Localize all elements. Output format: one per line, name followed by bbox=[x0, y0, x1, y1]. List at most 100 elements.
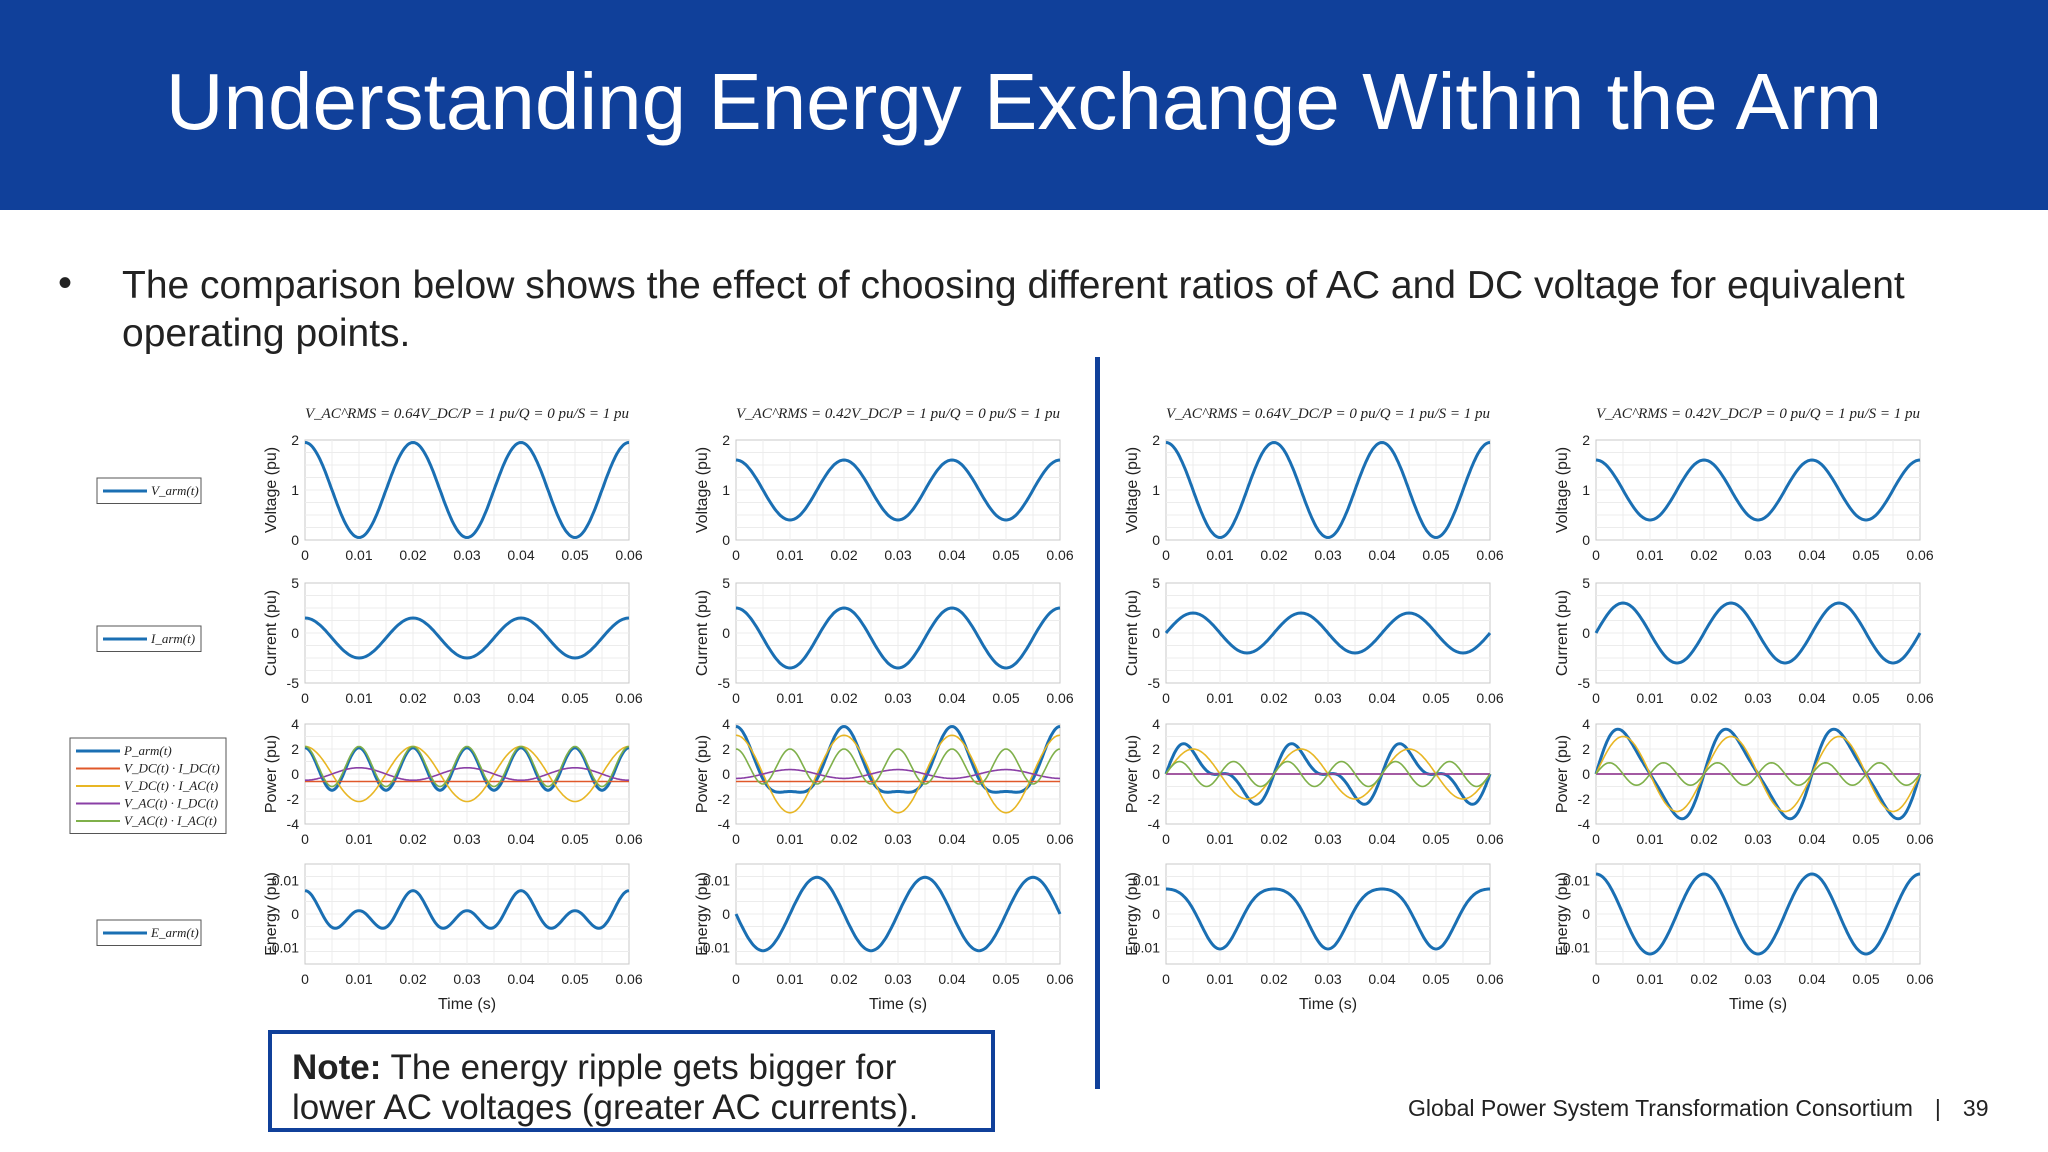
y-tick-label: -4 bbox=[287, 816, 300, 832]
y-tick-label: 2 bbox=[1152, 741, 1160, 757]
x-tick-label: 0.06 bbox=[1046, 831, 1073, 847]
x-tick-label: 0.04 bbox=[1798, 831, 1825, 847]
y-tick-label: -4 bbox=[1578, 816, 1591, 832]
x-tick-label: 0.02 bbox=[1690, 831, 1717, 847]
x-tick-label: 0.01 bbox=[1636, 971, 1663, 987]
x-tick-label: 0.04 bbox=[1368, 690, 1395, 706]
x-tick-label: 0.01 bbox=[776, 831, 803, 847]
bullet-marker: • bbox=[58, 261, 73, 305]
x-tick-label: 0 bbox=[732, 831, 740, 847]
x-tick-label: 0.02 bbox=[399, 690, 426, 706]
x-tick-label: 0.02 bbox=[830, 547, 857, 563]
x-tick-label: 0.06 bbox=[1906, 547, 1933, 563]
panel-energy: 0 0.01 0.02 0.03 0.04 0.05 0.06-0.0100.01Energ… bbox=[1124, 863, 1504, 987]
panel-energy: 0 0.01 0.02 0.03 0.04 0.05 0.06-0.0100.01Energ… bbox=[694, 863, 1074, 987]
series-line bbox=[1595, 458, 1921, 522]
x-tick-label: 0 bbox=[1592, 547, 1600, 563]
x-tick-label: 0.06 bbox=[1906, 690, 1933, 706]
y-tick-label: 0 bbox=[1152, 906, 1160, 922]
y-tick-label: 0 bbox=[1152, 766, 1160, 782]
title-banner bbox=[0, 0, 2048, 210]
chart-column-2: V_AC^RMS = 0.42V_DC/P = 1 pu/Q = 0 pu/S … bbox=[694, 406, 1074, 1013]
y-tick-label: -4 bbox=[1148, 816, 1161, 832]
x-tick-label: 0.02 bbox=[830, 690, 857, 706]
y-tick-label: -2 bbox=[287, 791, 300, 807]
y-tick-label: 0 bbox=[291, 532, 299, 548]
x-tick-label: 0.03 bbox=[884, 831, 911, 847]
x-tick-label: 0.04 bbox=[507, 831, 534, 847]
x-tick-label: 0.04 bbox=[1798, 690, 1825, 706]
x-tick-label: 0.01 bbox=[1636, 547, 1663, 563]
panel-power: 0 0.01 0.02 0.03 0.04 0.05 0.06 -4 -2 0 2 4 Power (p… bbox=[694, 716, 1074, 847]
series-line bbox=[304, 745, 630, 803]
x-tick-label: 0.01 bbox=[345, 971, 372, 987]
x-tick-label: 0 bbox=[1162, 547, 1170, 563]
page-number: 39 bbox=[1962, 1095, 1989, 1121]
y-tick-label: 4 bbox=[291, 716, 299, 732]
x-tick-label: 0.02 bbox=[1260, 547, 1287, 563]
x-tick-label: 0.05 bbox=[1422, 690, 1449, 706]
x-tick-label: 0.01 bbox=[1206, 971, 1233, 987]
y-tick-label: 4 bbox=[722, 716, 730, 732]
series-line bbox=[735, 734, 1061, 814]
x-tick-label: 0.06 bbox=[1046, 971, 1073, 987]
x-tick-label: 0.01 bbox=[1206, 690, 1233, 706]
x-axis-label: Time (s) bbox=[438, 996, 496, 1013]
chart-column-3: V_AC^RMS = 0.64V_DC/P = 0 pu/Q = 1 pu/S … bbox=[1124, 406, 1504, 1013]
y-axis-label: Power (pu) bbox=[1124, 735, 1141, 813]
x-tick-label: 0.03 bbox=[1314, 690, 1341, 706]
chart-title: V_AC^RMS = 0.42V_DC/P = 1 pu/Q = 0 pu/S … bbox=[736, 406, 1060, 422]
x-tick-label: 0.04 bbox=[938, 690, 965, 706]
series-line bbox=[736, 768, 1060, 780]
x-tick-label: 0.06 bbox=[1906, 831, 1933, 847]
y-tick-label: 4 bbox=[1152, 716, 1160, 732]
x-tick-label: 0.01 bbox=[776, 971, 803, 987]
x-tick-label: 0.04 bbox=[1368, 831, 1395, 847]
x-tick-label: 0 bbox=[301, 690, 309, 706]
y-tick-label: 5 bbox=[1152, 575, 1160, 591]
y-tick-label: 1 bbox=[1152, 482, 1160, 498]
y-tick-label: 2 bbox=[291, 432, 299, 448]
legend-label: V_arm(t) bbox=[151, 483, 199, 498]
y-tick-label: 5 bbox=[722, 575, 730, 591]
x-tick-label: 0.06 bbox=[1476, 971, 1503, 987]
x-tick-label: 0.04 bbox=[1368, 971, 1395, 987]
panel-energy: 0 0.01 0.02 0.03 0.04 0.05 0.06-0.0100.01Energ… bbox=[263, 863, 643, 987]
y-tick-label: 2 bbox=[1582, 741, 1590, 757]
x-tick-label: 0.04 bbox=[507, 690, 534, 706]
x-tick-label: 0.02 bbox=[1260, 690, 1287, 706]
x-tick-label: 0.03 bbox=[1744, 831, 1771, 847]
x-tick-label: 0.02 bbox=[1260, 971, 1287, 987]
legend-label: V_AC(t) · I_DC(t) bbox=[124, 796, 218, 811]
series-line bbox=[1595, 761, 1921, 787]
x-tick-label: 0 bbox=[1162, 831, 1170, 847]
y-axis-label: Power (pu) bbox=[1554, 735, 1571, 813]
panel-energy: 0 0.01 0.02 0.03 0.04 0.05 0.06-0.0100.01Energ… bbox=[1554, 863, 1934, 987]
x-tick-label: 0.01 bbox=[345, 690, 372, 706]
y-tick-label: 2 bbox=[1582, 432, 1590, 448]
y-tick-label: 0 bbox=[1582, 906, 1590, 922]
y-axis-label: Power (pu) bbox=[694, 735, 711, 813]
x-axis-label: Time (s) bbox=[1729, 996, 1787, 1013]
panel-voltage: 0 0.01 0.02 0.03 0.04 0.05 0.06 0 1 2 Voltage (pu) bbox=[263, 432, 643, 563]
column-divider bbox=[1095, 357, 1100, 1089]
x-tick-label: 0.06 bbox=[1476, 831, 1503, 847]
x-tick-label: 0.01 bbox=[345, 831, 372, 847]
y-tick-label: 0 bbox=[291, 766, 299, 782]
y-axis-label: Current (pu) bbox=[694, 590, 711, 676]
x-tick-label: 0.06 bbox=[1046, 547, 1073, 563]
panel-power: 0 0.01 0.02 0.03 0.04 0.05 0.06 -4 -2 0 2 4 Power (p… bbox=[1554, 716, 1934, 847]
legend-label: I_arm(t) bbox=[150, 631, 195, 646]
x-tick-label: 0.03 bbox=[453, 971, 480, 987]
x-axis-label: Time (s) bbox=[1299, 996, 1357, 1013]
y-tick-label: 0 bbox=[291, 906, 299, 922]
y-tick-label: 0 bbox=[722, 532, 730, 548]
legend-label: V_AC(t) · I_AC(t) bbox=[124, 813, 217, 828]
y-tick-label: 0 bbox=[1582, 766, 1590, 782]
y-tick-label: 2 bbox=[722, 432, 730, 448]
y-tick-label: 0 bbox=[1582, 532, 1590, 548]
x-tick-label: 0.05 bbox=[561, 971, 588, 987]
y-axis-label: Voltage (pu) bbox=[1554, 447, 1571, 533]
x-tick-label: 0.06 bbox=[1906, 971, 1933, 987]
